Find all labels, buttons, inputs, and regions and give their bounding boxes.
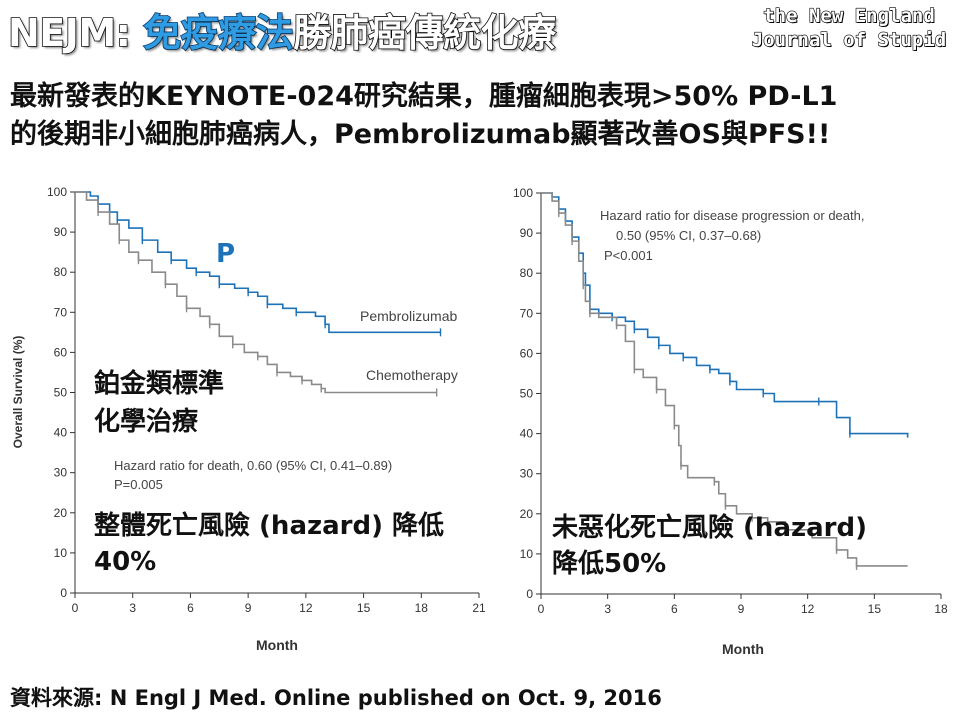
pfs-ytick-label: 100: [513, 186, 533, 200]
os-p-marker: P: [216, 239, 235, 269]
title-prefix: NEJM:: [7, 10, 144, 56]
title-suffix: 勝肺癌傳統化療: [292, 10, 557, 56]
os-regimen-line-2: 化學治療: [94, 407, 199, 437]
pfs-hazard-line-2: 0.50 (95% CI, 0.37–0.68): [616, 228, 761, 243]
subtitle-line-2: 的後期非小細胞肺癌病人，Pembrolizumab顯著改善OS與PFS!!: [10, 119, 831, 150]
os-chart: 0 10 20 30 40 50 60 70 80 90 100 0 3 6 9 12 15 18 21 Overa…: [0, 178, 494, 666]
os-summary-line-1: 整體死亡風險 (hazard) 降低: [94, 510, 444, 541]
os-chart-svg: 0 10 20 30 40 50 60 70 80 90 100 0 3 6 9 12 15 18 21 Overa…: [11, 185, 486, 653]
pfs-series-chemotherapy-line: [541, 192, 908, 567]
os-ytick-label: 90: [54, 225, 68, 239]
os-pembro-label: Pembrolizumab: [360, 308, 457, 324]
os-ytick-label: 50: [54, 386, 68, 400]
page-title: NEJM: 免疫療法勝肺癌傳統化療: [7, 2, 557, 57]
pfs-xtick-label: 15: [868, 602, 882, 616]
subtitle-line-1: 最新發表的KEYNOTE-024研究結果，腫瘤細胞表現>50% PD-L1: [10, 81, 838, 112]
pfs-xtick-label: 18: [934, 602, 948, 616]
os-series: [75, 191, 442, 397]
pfs-hazard-line-1: Hazard ratio for disease progression or …: [600, 208, 864, 223]
os-ytick-label: 10: [54, 546, 68, 560]
pfs-xlabel: Month: [722, 641, 764, 657]
os-xtick-label: 0: [72, 601, 79, 615]
os-xtick-label: 3: [129, 601, 136, 615]
os-axes: 0 10 20 30 40 50 60 70 80 90 100 0 3 6 9 12 15 18 21: [47, 185, 486, 615]
pfs-ytick-label: 70: [520, 306, 534, 320]
header: NEJM: 免疫療法勝肺癌傳統化療 the New England Journa…: [0, 0, 960, 68]
pfs-series-pembrolizumab-line: [541, 192, 909, 438]
pfs-ytick-label: 80: [520, 266, 534, 280]
pfs-hazard-line-3: P<0.001: [604, 248, 653, 263]
os-xtick-label: 18: [415, 601, 429, 615]
pfs-summary-line-2: 降低50%: [552, 549, 666, 579]
os-ytick-label: 100: [47, 185, 67, 199]
title-highlight: 免疫療法: [142, 10, 294, 56]
os-xtick-label: 6: [187, 601, 194, 615]
logo-line-2: Journal of Stupid: [751, 28, 947, 51]
os-ytick-label: 20: [54, 506, 68, 520]
pfs-ytick-label: 40: [520, 427, 534, 441]
os-ylabel: Overall Survival (%): [11, 336, 25, 449]
pfs-ytick-label: 60: [520, 346, 534, 360]
os-ytick-label: 80: [54, 265, 68, 279]
source-citation: 資料來源: N Engl J Med. Online published on …: [10, 686, 662, 710]
os-hazard-line-1: Hazard ratio for death, 0.60 (95% CI, 0.…: [114, 458, 392, 473]
pfs-chart-svg: 0 10 20 30 40 50 60 70 80 90 100 0 3 6 9 12 15 18 Month H…: [513, 186, 948, 657]
pfs-ytick-label: 50: [520, 387, 534, 401]
pfs-xtick-label: 9: [738, 602, 745, 616]
subtitle: 最新發表的KEYNOTE-024研究結果，腫瘤細胞表現>50% PD-L1 的後…: [10, 78, 950, 154]
os-chemo-label: Chemotherapy: [366, 367, 458, 383]
pfs-ytick-label: 20: [520, 507, 534, 521]
os-ytick-label: 0: [60, 586, 67, 600]
pfs-ytick-label: 0: [526, 587, 533, 601]
pfs-xtick-label: 0: [538, 602, 545, 616]
pfs-xtick-label: 12: [801, 602, 815, 616]
os-xtick-label: 15: [357, 601, 371, 615]
os-ytick-label: 60: [54, 345, 68, 359]
pfs-xtick-label: 6: [671, 602, 678, 616]
pfs-series: [541, 192, 909, 570]
os-ytick-label: 40: [54, 426, 68, 440]
pfs-ytick-label: 10: [520, 547, 534, 561]
os-xtick-label: 9: [245, 601, 252, 615]
os-summary-line-2: 40%: [94, 547, 156, 577]
pfs-chart: 0 10 20 30 40 50 60 70 80 90 100 0 3 6 9 12 15 18 Month H…: [494, 178, 960, 666]
os-xtick-label: 12: [299, 601, 313, 615]
os-xlabel: Month: [256, 637, 298, 653]
os-ytick-label: 70: [54, 305, 68, 319]
pfs-ytick-label: 30: [520, 467, 534, 481]
os-hazard-line-2: P=0.005: [114, 477, 163, 492]
os-xtick-label: 21: [472, 601, 486, 615]
parody-logo: the New England Journal of Stupid: [744, 4, 954, 52]
pfs-xtick-label: 3: [604, 602, 611, 616]
pfs-summary-line-1: 未惡化死亡風險 (hazard): [552, 512, 867, 543]
os-ytick-label: 30: [54, 466, 68, 480]
pfs-axes: 0 10 20 30 40 50 60 70 80 90 100 0 3 6 9 12 15 18: [513, 186, 948, 616]
os-regimen-line-1: 鉑金類標準: [94, 368, 224, 399]
logo-line-1: the New England: [763, 4, 936, 27]
pfs-ytick-label: 90: [520, 226, 534, 240]
